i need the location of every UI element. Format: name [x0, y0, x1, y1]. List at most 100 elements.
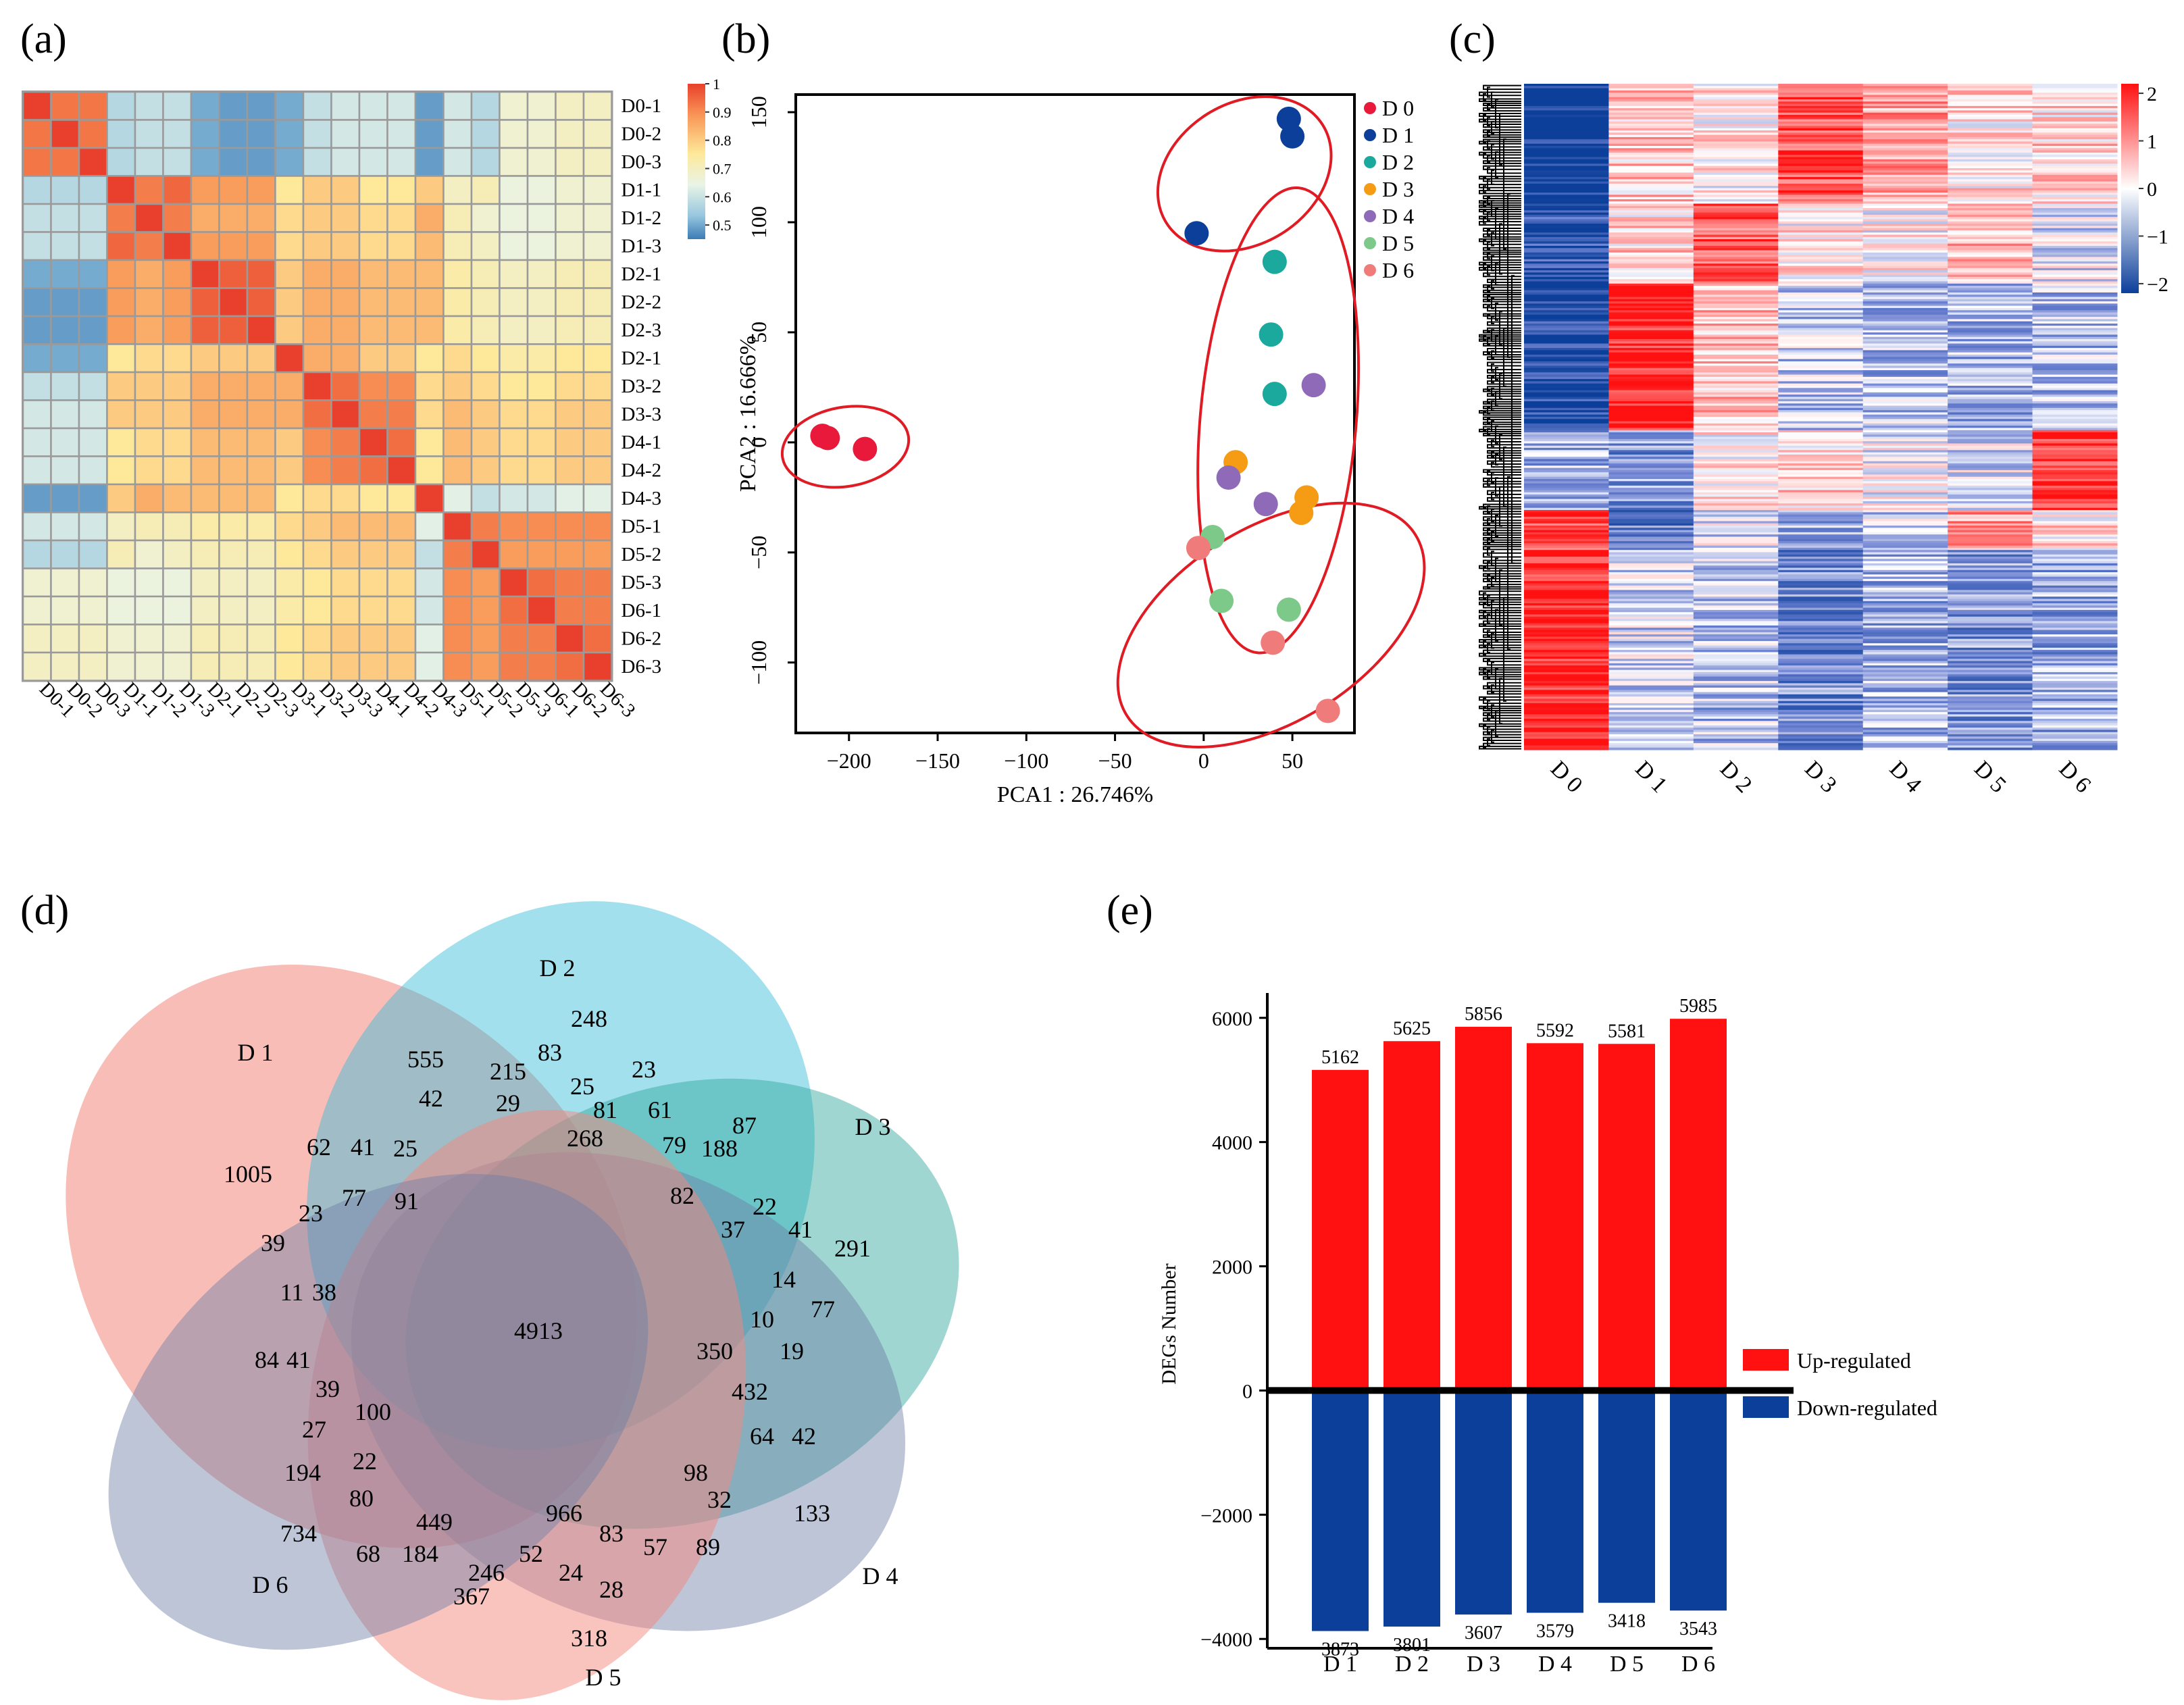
heatmap-c-cell: [2032, 112, 2118, 116]
heatmap-c-cell: [1862, 443, 1948, 447]
heatmap-c-cell: [1608, 592, 1694, 595]
heatmap-c-cell: [1862, 419, 1948, 422]
heatmap-c-cell: [1693, 526, 1779, 528]
heatmap-c-cell: [1862, 115, 1948, 118]
dendrogram-branch: [1479, 113, 1482, 118]
venn-set-label: D 5: [586, 1664, 621, 1691]
heatmap-c-cell: [1693, 186, 1779, 188]
pca-legend-label: D 6: [1382, 258, 1414, 282]
heatmap-c-cell: [1948, 505, 2033, 509]
venn-region-count: 29: [496, 1090, 520, 1117]
heatmap-c-cell: [1948, 332, 2033, 335]
heatmap-a-cell: [106, 511, 136, 542]
dendrogram-branch: [1483, 401, 1486, 405]
heatmap-c-cell: [1862, 143, 1948, 147]
heatmap-c-cell: [1693, 367, 1779, 371]
heatmap-c-cell: [1948, 432, 2033, 435]
heatmap-a-cell: [134, 511, 164, 542]
heatmap-c-cell: [1524, 257, 1609, 260]
heatmap-c-cell: [1524, 117, 1609, 120]
heatmap-c-cell: [1524, 557, 1609, 559]
heatmap-c-cell: [1778, 112, 1864, 116]
heatmap-a-cell: [526, 315, 557, 345]
heatmap-c-cell: [2032, 714, 2118, 717]
heatmap-c-cell: [1862, 485, 1948, 488]
heatmap-c-cell: [1608, 557, 1694, 559]
heatmap-c-cell: [1948, 701, 2033, 704]
heatmap-c-cell: [1608, 143, 1694, 147]
heatmap-c-cell: [1524, 295, 1609, 298]
heatmap-c-cell: [1693, 221, 1779, 224]
heatmap-c-cell: [2032, 152, 2118, 155]
heatmap-c-cell: [1862, 605, 1948, 609]
heatmap-c-cell: [1948, 436, 2033, 440]
heatmap-a-cell: [582, 399, 613, 430]
heatmap-c-cell: [1862, 361, 1948, 364]
dendrogram-branch: [1479, 644, 1482, 648]
heatmap-a-cell: [442, 175, 473, 205]
heatmap-c-cell: [1693, 219, 1779, 222]
heatmap-c-cell: [1862, 499, 1948, 502]
heatmap-c-cell: [1524, 226, 1609, 229]
dendrogram-branch: [1483, 201, 1486, 207]
heatmap-c-cell: [1608, 241, 1694, 245]
heatmap-c-cell: [1608, 363, 1694, 366]
heatmap-c-cell: [1948, 348, 2033, 351]
venn-region-count: 80: [349, 1485, 374, 1512]
heatmap-c-cell: [1693, 345, 1779, 349]
heatmap-a-cell: [162, 455, 193, 486]
heatmap-c-cell: [1608, 232, 1694, 235]
heatmap-c-cell: [1862, 661, 1948, 664]
dendrogram-branch: [1487, 517, 1490, 526]
heatmap-c-cell: [1608, 297, 1694, 300]
heatmap-c-cell: [1608, 210, 1694, 213]
heatmap-c-cell: [1948, 481, 2033, 484]
heatmap-c-cell: [1608, 168, 1694, 171]
heatmap-a-cell: [526, 595, 557, 626]
heatmap-c-cell: [1948, 126, 2033, 129]
heatmap-a-cell: [106, 483, 136, 513]
heatmap-c-cell: [1608, 632, 1694, 635]
heatmap-c-cell: [1862, 445, 1948, 449]
heatmap-a-cell: [22, 427, 52, 457]
pca-legend-marker: [1364, 102, 1376, 114]
heatmap-c-cell: [1778, 117, 1864, 120]
heatmap-c-cell: [1608, 457, 1694, 459]
venn-region-count: 19: [780, 1338, 804, 1365]
heatmap-a-cell: [22, 624, 52, 654]
dendrogram-branch: [1483, 227, 1486, 232]
heatmap-c-cell: [1862, 270, 1948, 273]
heatmap-c-cell: [1778, 528, 1864, 531]
heatmap-c-cell: [1948, 93, 2033, 95]
heatmap-c-cell: [1862, 698, 1948, 702]
heatmap-c-cell: [1778, 705, 1864, 709]
heatmap-c-cell: [2032, 303, 2118, 307]
venn-region-count: 77: [342, 1184, 366, 1211]
heatmap-c-cell: [1778, 295, 1864, 298]
heatmap-c-cell: [2032, 532, 2118, 535]
heatmap-c-cell: [1693, 257, 1779, 260]
heatmap-a-cell: [386, 203, 417, 233]
heatmap-c-cell: [1862, 505, 1948, 509]
heatmap-a-cell: [386, 483, 417, 513]
heatmap-c-cell: [1524, 236, 1609, 240]
heatmap-a-cell: [106, 175, 136, 205]
dendrogram-branch: [1491, 376, 1494, 384]
heatmap-a-cell: [358, 315, 388, 345]
heatmap-c-cell: [1524, 625, 1609, 628]
dendrogram-branch: [1479, 221, 1482, 226]
heatmap-a-cell: [50, 147, 80, 177]
heatmap-c-cell: [1524, 474, 1609, 478]
bar-up-regulated: [1312, 1069, 1369, 1391]
heatmap-c-cell: [1948, 632, 2033, 635]
heatmap-c-cell: [1862, 432, 1948, 435]
dendrogram-branch: [1487, 528, 1490, 535]
heatmap-c-cell: [1608, 532, 1694, 535]
heatmap-c-cell: [2032, 86, 2118, 89]
dendrogram-branch: [1487, 197, 1490, 205]
heatmap-a-cell: [442, 483, 473, 513]
heatmap-a-cell: [162, 119, 193, 149]
heatmap-c-cell: [1524, 245, 1609, 249]
heatmap-c-cell: [2032, 687, 2118, 690]
